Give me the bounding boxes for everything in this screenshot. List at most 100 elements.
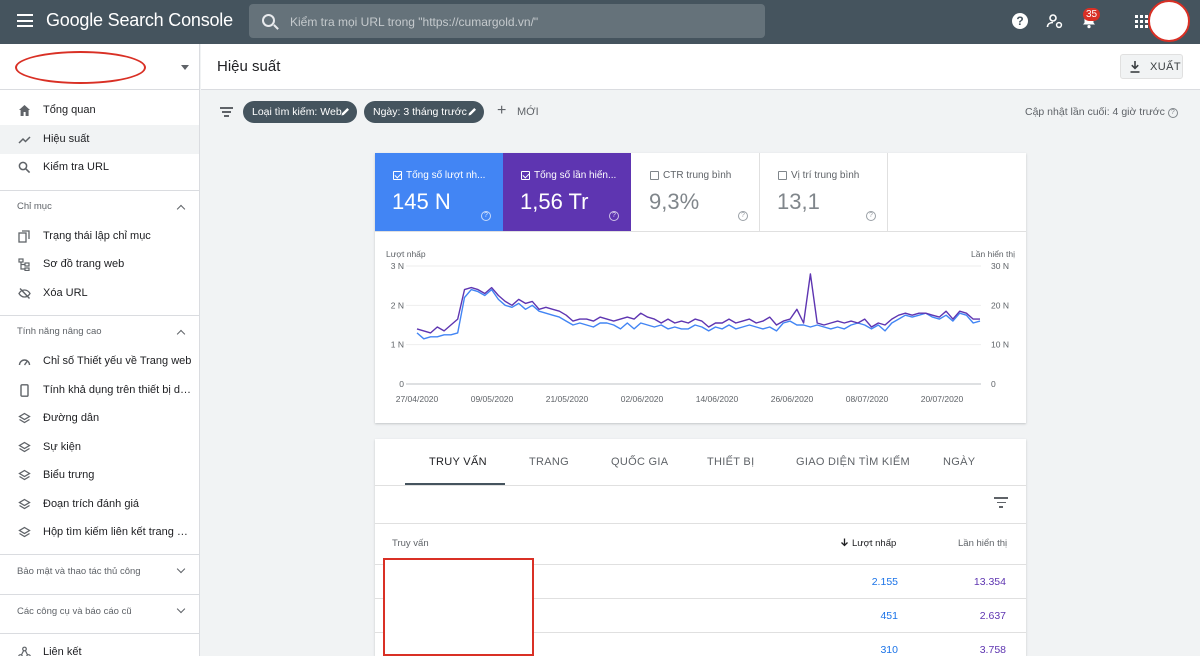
sidebar-item-mobile-usability[interactable]: Tính khả dụng trên thiết bị di ... xyxy=(0,376,199,405)
menu-icon[interactable] xyxy=(17,14,33,27)
copy-icon xyxy=(18,230,30,243)
metric-value: 145 N xyxy=(392,189,451,214)
help-icon[interactable]: ? xyxy=(609,211,619,221)
tab-devices[interactable]: THIẾT BỊ xyxy=(707,456,755,468)
sidebar-item-label: Đoạn trích đánh giá xyxy=(43,498,140,510)
last-updated-text: Cập nhật lần cuối: 4 giờ trước xyxy=(1025,106,1165,118)
series-line-clicks[interactable] xyxy=(416,288,981,340)
sidebar-item-overview[interactable]: Tổng quan xyxy=(0,96,199,125)
help-icon[interactable]: ? xyxy=(481,211,491,221)
left-tick-label: 2 N xyxy=(391,300,404,310)
sidebar-item-label: Tính khả dụng trên thiết bị di ... xyxy=(43,384,193,396)
checkbox[interactable] xyxy=(650,171,659,180)
sidebar-item-index-coverage[interactable]: Trạng thái lập chỉ mục xyxy=(0,222,199,251)
help-icon[interactable]: ? xyxy=(1012,13,1028,29)
sidebar-item-label: Tổng quan xyxy=(43,104,96,116)
dropdown-caret-icon[interactable] xyxy=(181,65,189,70)
apps-grid-icon[interactable] xyxy=(1135,15,1149,29)
section-enhancements-header[interactable]: Tính năng nâng cao xyxy=(0,319,199,345)
tab-dates[interactable]: NGÀY xyxy=(943,456,976,468)
sidebar: Tổng quan Hiệu suất Kiểm tra URL Chỉ mục… xyxy=(0,44,200,656)
help-icon[interactable]: ? xyxy=(866,211,876,221)
pencil-icon[interactable] xyxy=(468,107,477,116)
table-filter-icon[interactable] xyxy=(994,497,1008,508)
table-row[interactable]: 2.155 13.354 xyxy=(375,564,1026,598)
links-icon xyxy=(18,646,31,656)
tab-divider xyxy=(375,485,1026,486)
home-icon xyxy=(19,105,30,116)
sidebar-item-logos[interactable]: Biểu trưng xyxy=(0,461,199,490)
column-header-query[interactable]: Truy vấn xyxy=(392,538,429,549)
plus-icon: + xyxy=(497,102,507,119)
sidebar-item-performance[interactable]: Hiệu suất xyxy=(0,125,199,154)
column-header-impressions[interactable]: Lần hiển thị xyxy=(958,538,1008,549)
sidebar-item-url-inspection[interactable]: Kiểm tra URL xyxy=(0,153,199,182)
search-input[interactable]: Kiểm tra mọi URL trong "https://cumargol… xyxy=(290,15,539,29)
sidebar-item-label: Kiểm tra URL xyxy=(43,161,110,173)
tab-queries[interactable]: TRUY VẤN xyxy=(429,456,487,468)
sidebar-item-removals[interactable]: Xóa URL xyxy=(0,279,199,308)
sitemap-icon xyxy=(18,258,30,271)
metric-total-impressions[interactable]: Tổng số lần hiển... 1,56 Tr ? xyxy=(503,153,631,231)
date-range-chip[interactable]: Ngày: 3 tháng trước xyxy=(364,101,484,123)
section-legacy-header[interactable]: Các công cụ và báo cáo cũ xyxy=(0,599,199,625)
sidebar-item-links[interactable]: Liên kết xyxy=(0,638,199,656)
checkbox[interactable] xyxy=(521,171,530,180)
tab-search-appearance[interactable]: GIAO DIỆN TÌM KIẾM xyxy=(796,456,910,468)
active-tab-indicator xyxy=(405,483,505,485)
sidebar-item-label: Sơ đồ trang web xyxy=(43,258,125,270)
help-icon[interactable]: ? xyxy=(1167,108,1178,118)
chip-label: Ngày: 3 tháng trước xyxy=(373,106,467,118)
sidebar-item-sitemaps[interactable]: Sơ đồ trang web xyxy=(0,250,199,279)
sidebar-item-breadcrumbs[interactable]: Đường dẫn xyxy=(0,404,199,433)
metric-value: 1,56 Tr xyxy=(520,189,589,214)
sidebar-item-label: Biểu trưng xyxy=(43,469,95,481)
url-inspect-search[interactable]: Kiểm tra mọi URL trong "https://cumargol… xyxy=(249,4,765,38)
table-row[interactable]: 451 2.637 xyxy=(375,598,1026,632)
pencil-icon[interactable] xyxy=(341,107,350,116)
series-line-impressions[interactable] xyxy=(416,273,980,334)
section-security-header[interactable]: Bảo mật và thao tác thủ công xyxy=(0,559,199,585)
tab-countries[interactable]: QUỐC GIA xyxy=(611,456,669,468)
account-avatar[interactable] xyxy=(1148,0,1190,42)
search-type-chip[interactable]: Loại tìm kiếm: Web xyxy=(243,101,357,123)
new-filter-label: MỚI xyxy=(517,106,539,118)
x-tick-label: 14/06/2020 xyxy=(696,394,739,404)
performance-chart[interactable]: Lượt nhấp Lần hiển thị 3 N 30 N 2 N 20 N 1 N… xyxy=(375,243,1026,413)
section-index-header[interactable]: Chỉ mục xyxy=(0,194,199,220)
export-button[interactable]: XUẤT xyxy=(1120,54,1183,79)
sidebar-item-events[interactable]: Sự kiện xyxy=(0,433,199,462)
sidebar-divider xyxy=(0,315,199,316)
column-header-clicks-label: Lượt nhấp xyxy=(852,538,897,549)
x-tick-label: 08/07/2020 xyxy=(846,394,889,404)
sidebar-item-core-web-vitals[interactable]: Chỉ số Thiết yếu về Trang web xyxy=(0,347,199,376)
x-tick-label: 20/07/2020 xyxy=(921,394,964,404)
help-icon[interactable]: ? xyxy=(738,211,748,221)
checkbox[interactable] xyxy=(393,171,402,180)
metric-average-position[interactable]: Vị trí trung bình 13,1 ? xyxy=(760,153,888,231)
manage-users-icon[interactable] xyxy=(1046,12,1064,30)
metric-label: Tổng số lần hiển... xyxy=(534,170,617,181)
sidebar-item-sitelinks-searchbox[interactable]: Hộp tìm kiếm liên kết trang w... xyxy=(0,518,199,547)
section-label: Các công cụ và báo cáo cũ xyxy=(17,606,132,617)
clicks-cell: 451 xyxy=(880,610,898,622)
phone-icon xyxy=(20,384,29,397)
x-tick-label: 02/06/2020 xyxy=(621,394,664,404)
layers-icon xyxy=(18,469,31,481)
column-header-clicks[interactable]: Lượt nhấp xyxy=(840,538,896,549)
metric-total-clicks[interactable]: Tổng số lượt nh... 145 N ? xyxy=(375,153,503,231)
section-label: Bảo mật và thao tác thủ công xyxy=(17,566,141,577)
property-selector[interactable] xyxy=(0,44,200,90)
tab-pages[interactable]: TRANG xyxy=(529,456,569,468)
table-row[interactable]: 310 3.758 xyxy=(375,632,1026,656)
layers-icon xyxy=(18,526,31,538)
sidebar-item-review-snippets[interactable]: Đoạn trích đánh giá xyxy=(0,490,199,519)
chevron-down-icon xyxy=(176,564,186,574)
app-logo[interactable]: Google Search Console xyxy=(46,10,233,30)
metric-average-ctr[interactable]: CTR trung bình 9,3% ? xyxy=(632,153,760,231)
chevron-up-icon xyxy=(176,204,186,214)
filter-icon[interactable] xyxy=(220,107,233,117)
section-label: Chỉ mục xyxy=(17,201,52,212)
checkbox[interactable] xyxy=(778,171,787,180)
left-tick-label: 0 xyxy=(399,379,404,389)
